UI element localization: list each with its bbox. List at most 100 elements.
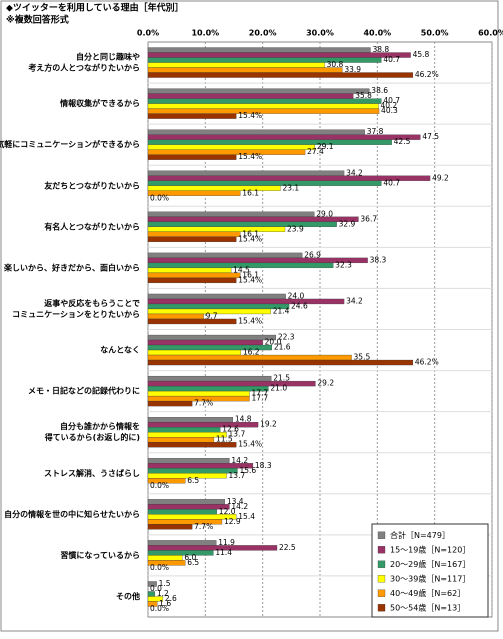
bar (147, 545, 278, 551)
value-label: 13.7 (229, 471, 246, 480)
value-label: 35.8 (355, 91, 372, 100)
value-label: 15.4% (238, 111, 262, 120)
value-label: 35.5 (354, 353, 371, 362)
value-label: 12.0 (219, 507, 236, 516)
bar (147, 504, 230, 510)
bar (147, 385, 269, 392)
bar (147, 432, 227, 438)
value-label: 14.5 (233, 265, 250, 274)
value-label: 17.7 (251, 394, 268, 403)
value-label: 11.4 (215, 548, 232, 557)
bar (147, 144, 315, 150)
value-label: 1.6 (159, 599, 171, 608)
y-tick-label: ストレス解消、うさばらし (44, 468, 140, 478)
bar (147, 62, 325, 68)
value-label: 21.6 (274, 343, 291, 352)
value-label: 15.4% (238, 152, 262, 161)
bar (147, 581, 157, 587)
value-label: 27.4 (307, 147, 324, 156)
value-label: 40.3 (381, 106, 398, 115)
y-tick-label: 得ているから(お返し的に) (44, 432, 140, 442)
value-label: 6.0 (184, 553, 196, 562)
bar (147, 458, 230, 464)
x-tick-label: 20.0% (249, 29, 277, 38)
bar (147, 277, 237, 284)
value-label: 7.7% (194, 399, 213, 408)
y-tick-label: 楽しいから、好きだから、面白いから (3, 262, 140, 272)
chart-subtitle: ※複数回答形式 (6, 14, 69, 26)
y-tick-label: 情報収集ができるから (59, 98, 140, 108)
bar (147, 180, 382, 186)
legend-swatch (377, 589, 386, 597)
y-tick-label: 自分と同じ趣味や (76, 52, 140, 62)
bar (147, 499, 225, 505)
bar (147, 555, 183, 561)
value-label: 11.9 (218, 538, 235, 547)
value-label: 20.0 (265, 338, 282, 347)
bar (147, 113, 237, 119)
value-label: 0.0% (150, 481, 169, 490)
value-label: 34.2 (346, 168, 363, 177)
bar (147, 375, 272, 382)
y-tick-label: その他 (116, 591, 140, 601)
x-tick-label: 0.0% (137, 29, 159, 38)
y-tick-label: 自分の情報を世の中に知らせたいから (4, 509, 140, 519)
value-label: 45.8 (413, 50, 430, 59)
bar (147, 524, 193, 530)
legend-swatch (377, 531, 386, 539)
bar (147, 437, 215, 443)
y-tick-label: 習慣になっているから (60, 550, 140, 560)
bar (147, 67, 343, 73)
y-tick-label: 有名人とつながりたいから (44, 221, 140, 231)
bar (147, 139, 392, 145)
bar (147, 308, 271, 315)
value-label: 9.7 (206, 311, 218, 320)
value-label: 14.2 (231, 502, 248, 511)
bar (147, 221, 337, 227)
value-label: 26.9 (304, 250, 321, 259)
bar (147, 427, 221, 433)
bar (147, 154, 237, 160)
value-label: 21.0 (270, 384, 287, 393)
bar (147, 72, 414, 78)
value-label: 24.0 (288, 291, 305, 300)
value-label: 0.0% (150, 563, 169, 572)
value-label: 32.9 (339, 219, 356, 228)
value-label: 37.8 (367, 127, 384, 136)
bar (147, 442, 237, 448)
bar (147, 231, 241, 237)
value-label: 47.5 (422, 132, 439, 141)
bar (147, 185, 281, 191)
bar (147, 400, 193, 407)
bar (147, 129, 365, 135)
bar (147, 170, 345, 176)
bar (147, 47, 371, 53)
y-tick-label: 友だちとつながりたいから (43, 180, 140, 190)
bar (147, 468, 238, 474)
value-label: 46.2% (415, 358, 439, 367)
legend-swatch (377, 546, 386, 554)
bar (147, 103, 379, 109)
bar (147, 134, 421, 140)
value-label: 23.9 (287, 224, 304, 233)
value-label: 16.2 (243, 348, 260, 357)
y-tick-label: コミュニケーションをとりたいから (12, 309, 140, 319)
value-label: 40.7 (383, 96, 400, 105)
bar (147, 149, 306, 155)
y-tick-label: 考え方の人とつながりたいから (28, 63, 140, 73)
value-label: 40.2 (380, 101, 397, 110)
bar (147, 354, 352, 361)
value-label: 15.6 (239, 466, 256, 475)
bar (147, 57, 382, 63)
value-label: 0.0% (150, 193, 169, 202)
value-label: 38.6 (371, 86, 388, 95)
legend-label: 合計［N=479］ (390, 530, 450, 540)
legend-swatch (377, 575, 386, 583)
value-label: 6.5 (187, 558, 199, 567)
value-label: 12.9 (224, 517, 241, 526)
chart-title: ◆ツイッターを利用している理由［年代別］ (6, 2, 184, 14)
bar (147, 478, 186, 484)
y-tick-label: 自分も誰かから情報を (60, 421, 140, 431)
bar (147, 108, 380, 114)
